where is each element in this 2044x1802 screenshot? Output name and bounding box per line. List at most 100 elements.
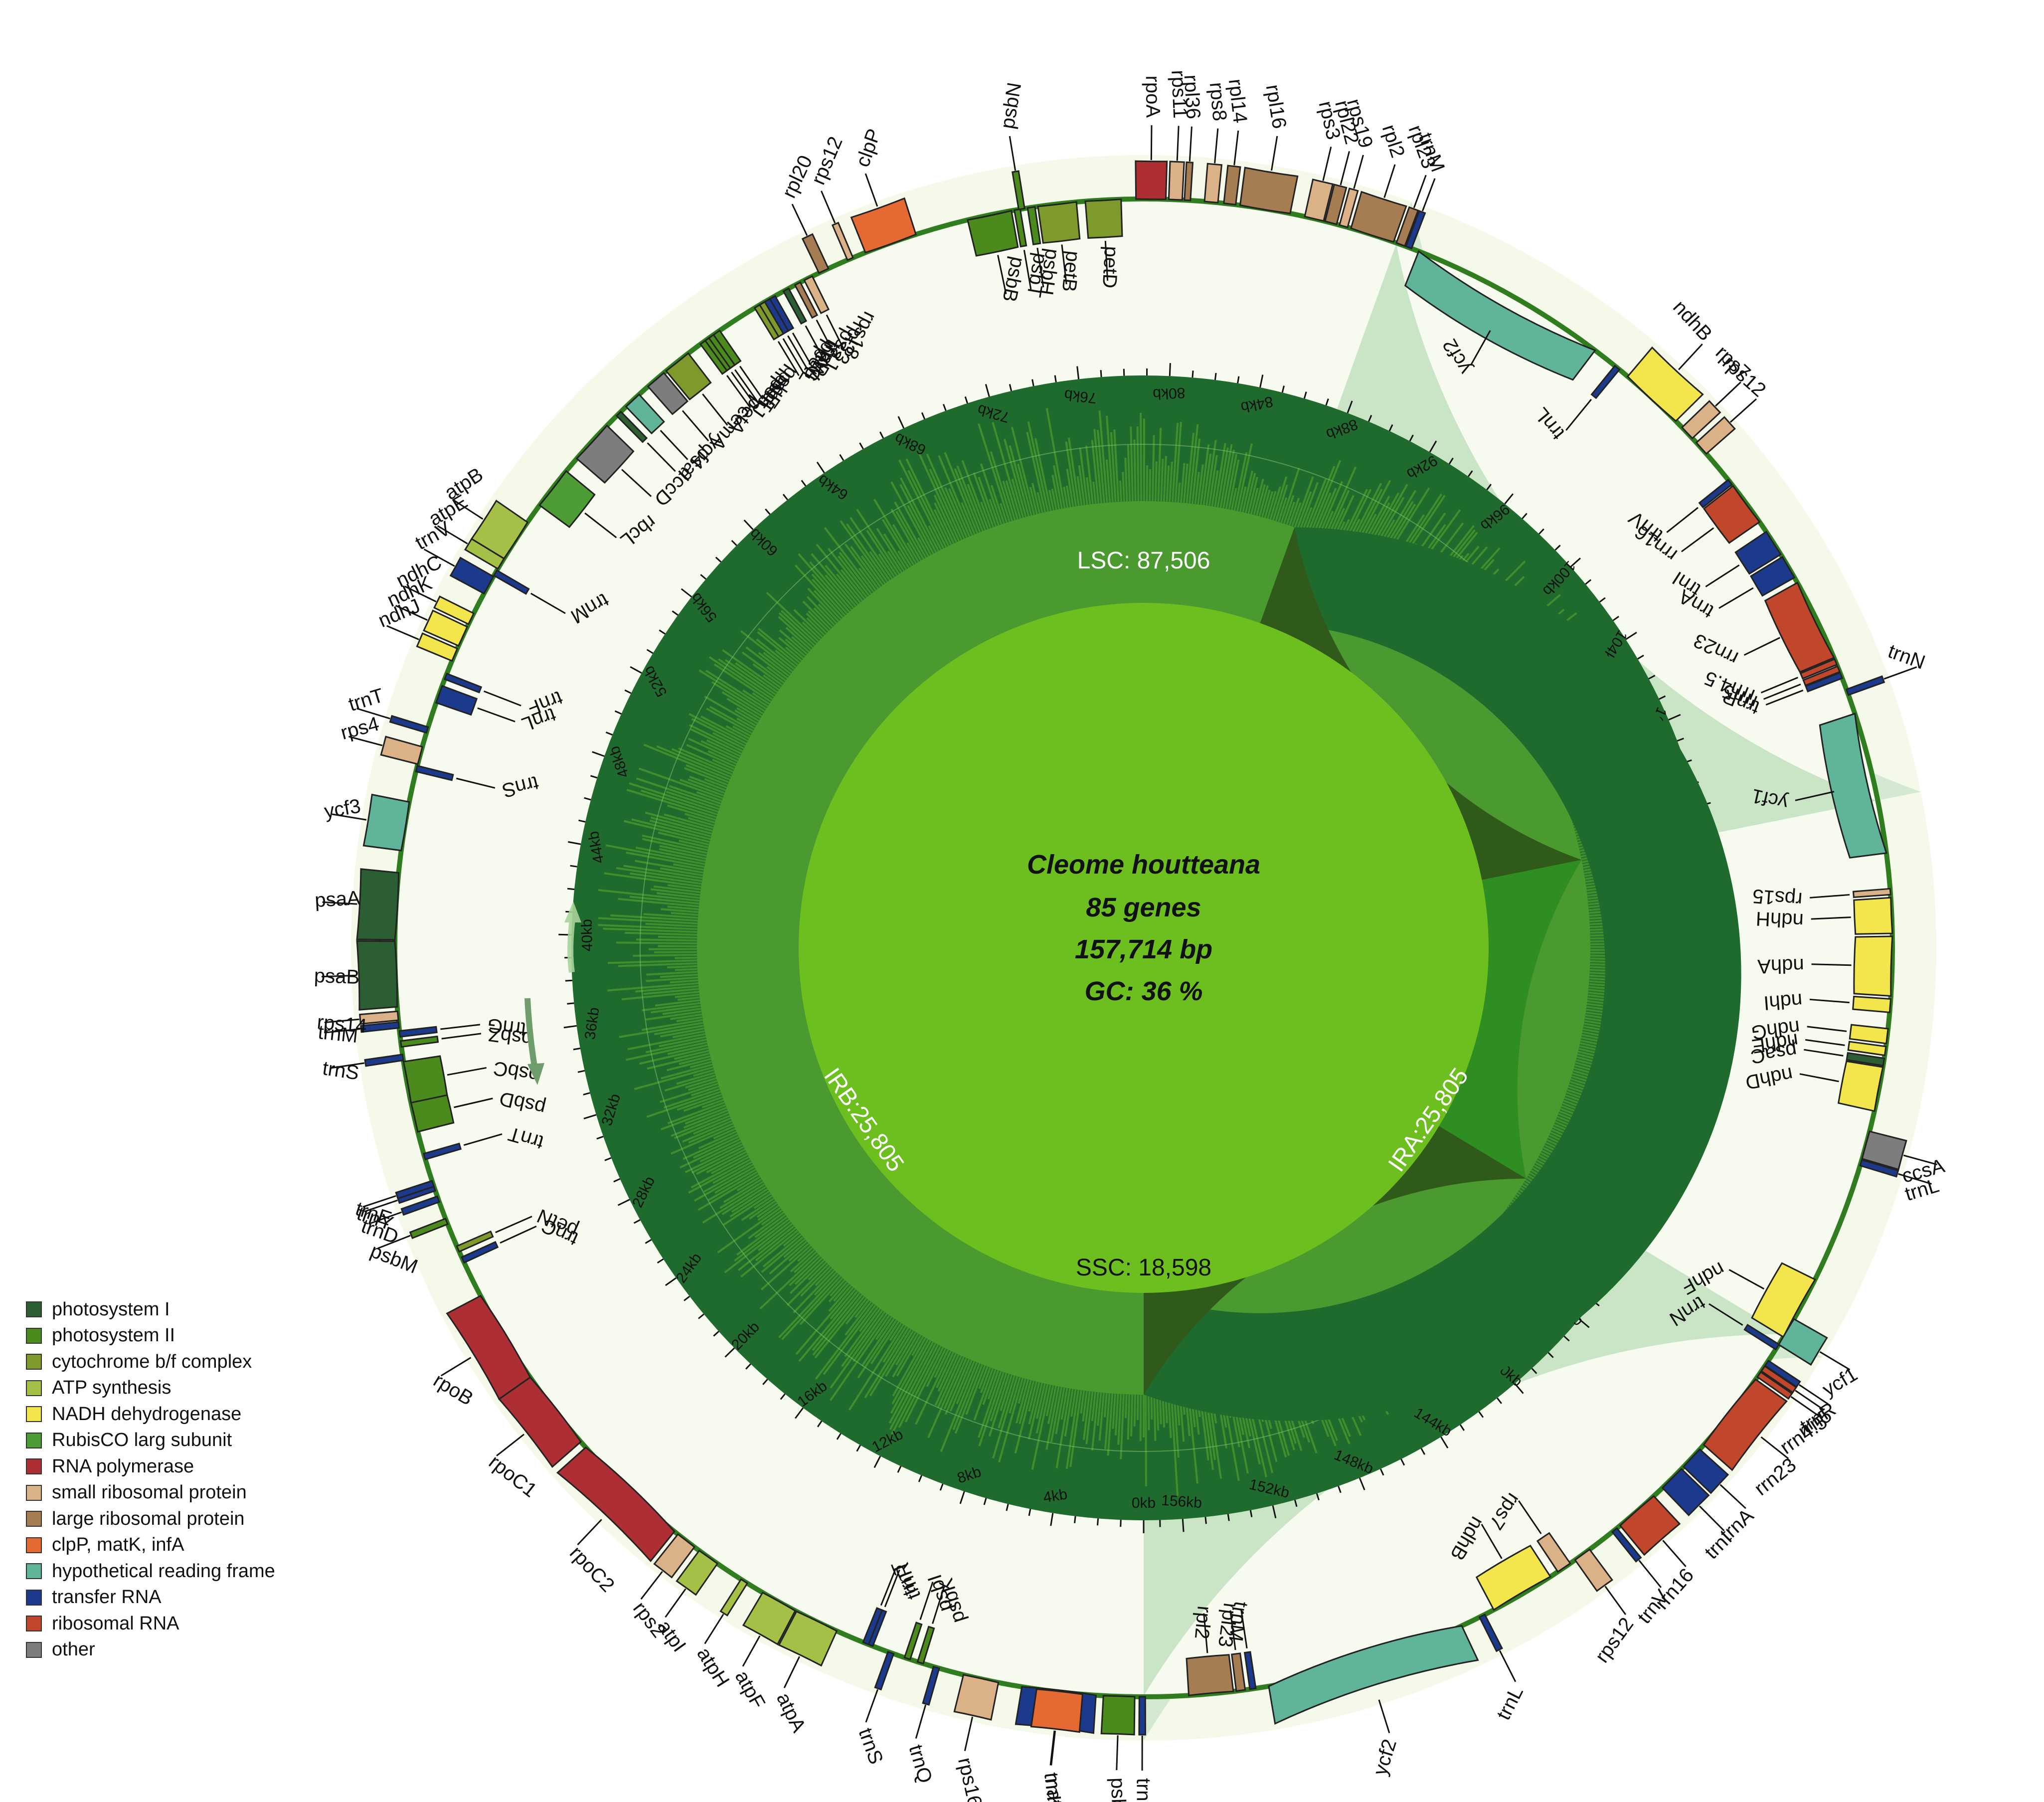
tick-label-4kb: 4kb bbox=[1042, 1486, 1068, 1506]
gene-rbcL-48 bbox=[538, 470, 596, 529]
gene-leader-8 bbox=[865, 1689, 878, 1723]
gene-leader-79 bbox=[1271, 136, 1278, 171]
gene-leader-105 bbox=[1809, 998, 1850, 1004]
legend-label: NADH dehydrogenase bbox=[52, 1403, 242, 1425]
gene-ndhF-101 bbox=[1751, 1262, 1816, 1338]
gene-petD-73 bbox=[1084, 198, 1123, 239]
legend-label: RubisCO larg subunit bbox=[52, 1430, 232, 1451]
gene-atpA-11 bbox=[778, 1610, 838, 1667]
gene-trnE-24 bbox=[395, 1180, 435, 1200]
gene-leader-87 bbox=[1565, 398, 1592, 431]
gene-leader-69 bbox=[1023, 250, 1032, 290]
tick-label-156kb: 156kb bbox=[1161, 1492, 1202, 1512]
gene-leader-55 bbox=[731, 371, 756, 405]
gene-label-ndhI: ndhI bbox=[1763, 989, 1803, 1014]
gene-leader-44 bbox=[423, 548, 455, 567]
gene-leader-109 bbox=[1799, 1073, 1839, 1082]
gene-leader-43 bbox=[404, 585, 437, 602]
gene-rps2-15 bbox=[653, 1533, 695, 1579]
legend-label: ATP synthesis bbox=[52, 1377, 171, 1399]
gene-leader-51 bbox=[660, 430, 688, 460]
legend-swatch bbox=[26, 1563, 42, 1580]
gene-leader-86 bbox=[1470, 330, 1491, 366]
gene-psaC-108 bbox=[1846, 1052, 1885, 1067]
gene-leader-88 bbox=[1678, 343, 1703, 370]
gene-leader-13 bbox=[704, 1614, 724, 1644]
legend-swatch bbox=[26, 1641, 42, 1658]
gene-rps12-90 bbox=[1695, 416, 1736, 455]
gene-leader-23 bbox=[364, 1199, 398, 1213]
gene-leader-28 bbox=[330, 1062, 365, 1069]
legend-swatch bbox=[26, 1616, 42, 1632]
gene-label-ycf1: ycf1 bbox=[1819, 1363, 1862, 1401]
gene-ccsA-110 bbox=[1861, 1130, 1907, 1171]
gene-leader-129 bbox=[1203, 1613, 1208, 1653]
gene-leader-39 bbox=[477, 707, 515, 722]
gene-atpH-13 bbox=[719, 1578, 749, 1617]
gene-ycf1-100 bbox=[1819, 713, 1887, 859]
gene-leader-21 bbox=[377, 1235, 411, 1249]
gene-layer bbox=[356, 160, 1907, 1736]
gene-rps3-80 bbox=[1304, 179, 1334, 222]
gene-trnP-61 bbox=[769, 295, 795, 332]
gene-leader-25 bbox=[463, 1133, 503, 1146]
legend-swatch bbox=[26, 1301, 42, 1318]
gene-leader-15 bbox=[640, 1571, 663, 1600]
gene-leader-89 bbox=[1714, 381, 1741, 407]
gene-leader-49 bbox=[621, 469, 652, 497]
gene-leader-104 bbox=[1811, 963, 1852, 966]
gene-atpB-47 bbox=[470, 500, 529, 560]
gene-rrn4-5-116 bbox=[1756, 1371, 1793, 1400]
gene-rpl2-83 bbox=[1350, 190, 1407, 243]
gene-count: 85 genes bbox=[1086, 893, 1201, 922]
direction-arrow-down bbox=[524, 998, 544, 1085]
gene-leader-73 bbox=[1104, 240, 1109, 281]
gene-leader-97 bbox=[1763, 683, 1801, 700]
gene-leader-42 bbox=[395, 605, 428, 621]
gene-leader-50 bbox=[647, 442, 676, 472]
gene-atpF-12 bbox=[742, 1592, 797, 1645]
legend-item: transfer RNA bbox=[26, 1585, 275, 1611]
gene-trnL-125 bbox=[1478, 1614, 1503, 1652]
legend-swatch bbox=[26, 1458, 42, 1475]
gene-leader-111 bbox=[1898, 1173, 1932, 1185]
gene-leader-123 bbox=[1518, 1500, 1542, 1534]
gene-leader-68 bbox=[997, 255, 1007, 295]
gene-rps12-66 bbox=[831, 221, 854, 261]
gene-trnD-22 bbox=[400, 1195, 440, 1216]
legend-item: ATP synthesis bbox=[26, 1375, 275, 1402]
gene-leader-32 bbox=[324, 1018, 359, 1024]
gene-rrn23-95 bbox=[1764, 581, 1835, 673]
gene-leader-106 bbox=[1807, 1026, 1847, 1032]
gene-rpl2-129 bbox=[1186, 1654, 1234, 1696]
gene-leader-46 bbox=[437, 525, 468, 544]
gene-psaB-33 bbox=[356, 940, 398, 1011]
gene-leader-37 bbox=[348, 735, 383, 746]
gene-leader-17 bbox=[496, 1434, 525, 1456]
gene-leader-77 bbox=[1214, 128, 1219, 164]
gene-label-petD: petD bbox=[1098, 246, 1123, 289]
gene-atpI-14 bbox=[676, 1549, 719, 1596]
gene-trnN-99 bbox=[1845, 675, 1885, 696]
gene-label-petB: petB bbox=[1057, 250, 1084, 293]
gene-leader-45 bbox=[530, 592, 566, 614]
gene-psbC-27 bbox=[402, 1055, 448, 1104]
gene-leader-70 bbox=[1009, 136, 1017, 171]
legend-item: photosystem I bbox=[26, 1296, 275, 1323]
gene-leader-112 bbox=[1819, 1351, 1851, 1371]
gene-trnI-119 bbox=[1661, 1467, 1710, 1516]
gene-leader-74 bbox=[1150, 125, 1153, 161]
region-label-ssc: SSC: 18,598 bbox=[1076, 1255, 1211, 1281]
gene-label-trnL: trnL bbox=[1493, 1683, 1528, 1723]
gene-rps15-102 bbox=[1852, 888, 1891, 899]
legend-label: other bbox=[52, 1639, 95, 1660]
gene-leader-18 bbox=[440, 1357, 472, 1377]
legend-item: RubisCO larg subunit bbox=[26, 1428, 275, 1454]
gene-leader-6 bbox=[932, 1585, 945, 1624]
gene-rpl22-81 bbox=[1324, 183, 1348, 225]
gene-label-rpoB: rpoB bbox=[430, 1369, 477, 1410]
gene-leader-116 bbox=[1790, 1396, 1820, 1418]
gene-label-rps15: rps15 bbox=[1752, 885, 1803, 910]
legend-swatch bbox=[26, 1432, 42, 1448]
gene-trnL-111 bbox=[1859, 1159, 1899, 1178]
